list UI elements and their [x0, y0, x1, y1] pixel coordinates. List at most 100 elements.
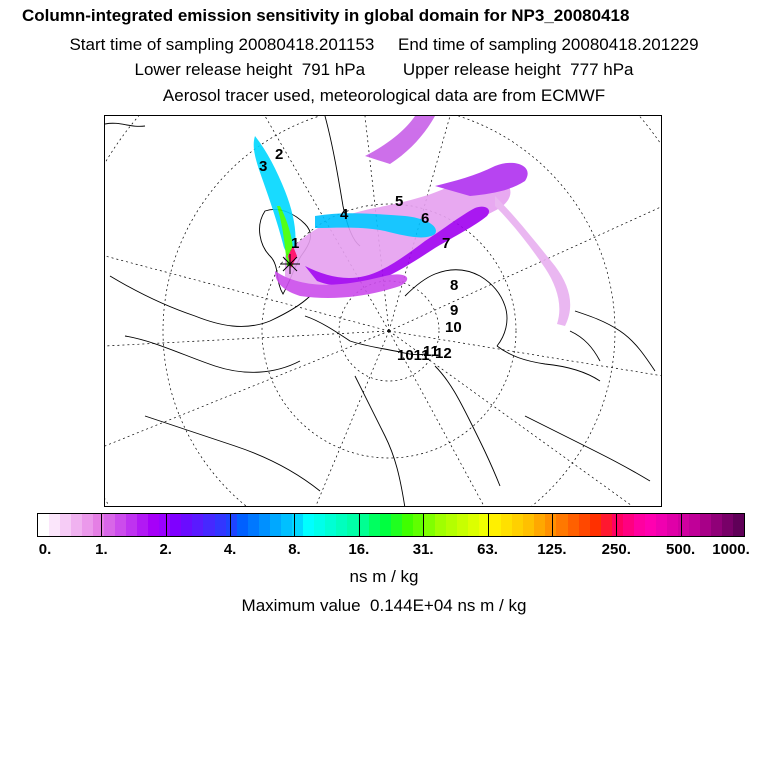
colorbar-cell	[479, 514, 491, 536]
maximum-value-text: Maximum value 0.144E+04 ns m / kg	[241, 596, 527, 615]
trajectory-label-6: 6	[421, 210, 429, 227]
latitude-circle	[162, 116, 616, 506]
coastline-topleft	[105, 122, 146, 127]
colorbar-cell	[622, 514, 634, 536]
colorbar-cell	[71, 514, 83, 536]
coastline-eurasia-north	[404, 269, 508, 347]
colorbar-cell	[313, 514, 325, 536]
colorbar-cell	[49, 514, 61, 536]
colorbar-cell	[699, 514, 711, 536]
colorbar-cell	[523, 514, 535, 536]
colorbar-cell	[302, 514, 314, 536]
colorbar-cell	[688, 514, 700, 536]
colorbar-cell	[435, 514, 447, 536]
colorbar-tick-label: 500.	[666, 541, 696, 558]
colorbar-cell	[214, 514, 226, 536]
colorbar-cell	[280, 514, 292, 536]
colorbar-division	[680, 514, 682, 536]
meridian-line	[105, 255, 390, 332]
meridian-line	[315, 330, 390, 506]
plot-title: Column-integrated emission sensitivity i…	[22, 6, 630, 25]
colorbar-cell	[633, 514, 645, 536]
colorbar-cell	[137, 514, 149, 536]
plume-east	[435, 162, 528, 196]
colorbar-cell	[104, 514, 116, 536]
meridian-line	[388, 330, 633, 506]
trajectory-label-8: 8	[450, 277, 458, 294]
plume-inner	[305, 206, 490, 287]
trajectory-label-11: 11	[423, 343, 439, 360]
colorbar-cell	[247, 514, 259, 536]
plume-south-arm	[275, 271, 408, 298]
colorbar-tick-label: 63.	[477, 541, 498, 558]
colorbar-cell	[600, 514, 612, 536]
colorbar-cell	[148, 514, 160, 536]
sensitivity-plume	[253, 116, 571, 326]
colorbar-tick-label: 250.	[601, 541, 631, 558]
meridian-line	[388, 330, 661, 377]
release-height-line: Lower release height 791 hPa Upper relea…	[134, 60, 634, 79]
polar-map: 1 2 3 4 5 6 7 8 9 10 1011 12 11	[105, 116, 661, 506]
meridian-line	[388, 206, 661, 332]
colorbar-division	[423, 514, 425, 536]
colorbar-cell	[501, 514, 513, 536]
colorbar-cell	[589, 514, 601, 536]
colorbar-tick-label: 2.	[159, 541, 172, 558]
colorbar-cell	[159, 514, 171, 536]
colorbar-cell	[391, 514, 403, 536]
colorbar-tick-label: 125.	[537, 541, 567, 558]
colorbar-division	[165, 514, 167, 536]
trajectory-label-12: 12	[435, 345, 452, 362]
coastline-north-america	[109, 275, 311, 327]
colorbar-cell	[236, 514, 248, 536]
colorbar-cell	[115, 514, 127, 536]
colorbar-cell	[38, 514, 50, 536]
plume-cyan-band	[315, 213, 436, 238]
colorbar-tick-label: 4.	[223, 541, 237, 558]
colorbar-tick-label: 1.	[95, 541, 108, 558]
colorbar-cell	[93, 514, 105, 536]
colorbar-cell	[170, 514, 182, 536]
colorbar-cell	[556, 514, 568, 536]
colorbar-cell	[545, 514, 557, 536]
coastline-europe	[354, 375, 406, 506]
coastline-hudson	[124, 335, 301, 373]
coastline-arctic-islands	[304, 315, 426, 356]
latitude-circle	[261, 203, 517, 459]
colorbar-division	[358, 514, 360, 536]
plume-outer	[285, 175, 511, 296]
colorbar-cell	[644, 514, 656, 536]
coastlines	[105, 116, 656, 506]
colorbar-division	[616, 514, 618, 536]
colorbar-cell	[258, 514, 270, 536]
trajectory-label-4: 4	[340, 206, 349, 223]
colorbar-cell	[60, 514, 72, 536]
colorbar-cell	[655, 514, 667, 536]
colorbar-cell	[424, 514, 436, 536]
plume-east-arm	[495, 196, 571, 326]
colorbar-cell	[181, 514, 193, 536]
colorbar-cell	[402, 514, 414, 536]
colorbar-units: ns m / kg	[349, 567, 419, 586]
trajectory-label-2: 2	[275, 146, 283, 163]
sampling-time-line: Start time of sampling 20080418.201153 E…	[69, 35, 699, 54]
colorbar-cell	[490, 514, 502, 536]
meridian-line	[264, 116, 390, 332]
colorbar-division	[487, 514, 489, 536]
colorbar-cell	[512, 514, 524, 536]
colorbar-cell	[666, 514, 678, 536]
release-marker	[280, 254, 300, 274]
coastline-peninsula	[569, 330, 601, 362]
colorbar-cell	[269, 514, 281, 536]
colorbar-cell	[192, 514, 204, 536]
colorbar-cell	[732, 514, 744, 536]
plume-green-core	[277, 206, 294, 266]
trajectory-label-7: 7	[442, 235, 450, 252]
colorbar-cell	[413, 514, 425, 536]
trajectory-label-3: 3	[259, 158, 267, 175]
colorbar-cell	[534, 514, 546, 536]
plume-northeast	[365, 116, 435, 164]
trajectory-label-10: 10	[445, 319, 462, 336]
colorbar-cell	[710, 514, 722, 536]
colorbar-tick-label: 1000.	[712, 541, 750, 558]
